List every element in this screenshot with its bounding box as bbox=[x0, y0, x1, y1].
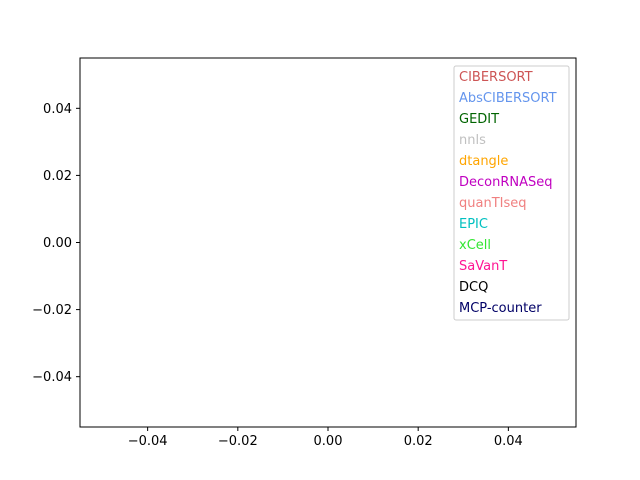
legend-frame bbox=[453, 65, 570, 321]
legend-entry: GEDIT bbox=[459, 112, 499, 127]
x-tick-label: 0.00 bbox=[314, 434, 343, 449]
legend-entry: dtangle bbox=[459, 154, 508, 169]
legend-entry: AbsCIBERSORT bbox=[459, 91, 557, 106]
legend-entry: MCP-counter bbox=[459, 301, 542, 316]
y-tick-label: −0.02 bbox=[32, 303, 72, 318]
x-tick-label: −0.04 bbox=[128, 434, 168, 449]
legend-entry: SaVanT bbox=[459, 259, 507, 274]
y-tick-label: −0.04 bbox=[32, 370, 72, 385]
x-tick-label: −0.02 bbox=[218, 434, 258, 449]
legend-entry: CIBERSORT bbox=[459, 70, 533, 85]
legend: CIBERSORT AbsCIBERSORT GEDIT nnls dtangle Dec… bbox=[453, 65, 570, 321]
x-tick-label: 0.02 bbox=[404, 434, 433, 449]
legend-entry: nnls bbox=[459, 133, 486, 148]
y-axis: −0.04 −0.02 0.00 0.02 0.04 bbox=[32, 102, 80, 385]
legend-entry: xCell bbox=[459, 238, 491, 253]
legend-entry: EPIC bbox=[459, 217, 488, 232]
legend-entry: quanTIseq bbox=[459, 196, 527, 211]
x-axis: −0.04 −0.02 0.00 0.02 0.04 bbox=[128, 427, 523, 449]
y-tick-label: 0.02 bbox=[43, 169, 72, 184]
y-tick-label: 0.04 bbox=[43, 102, 72, 117]
y-tick-label: 0.00 bbox=[43, 236, 72, 251]
x-tick-label: 0.04 bbox=[494, 434, 523, 449]
legend-entry: DCQ bbox=[459, 280, 488, 295]
legend-entry: DeconRNASeq bbox=[459, 175, 553, 190]
